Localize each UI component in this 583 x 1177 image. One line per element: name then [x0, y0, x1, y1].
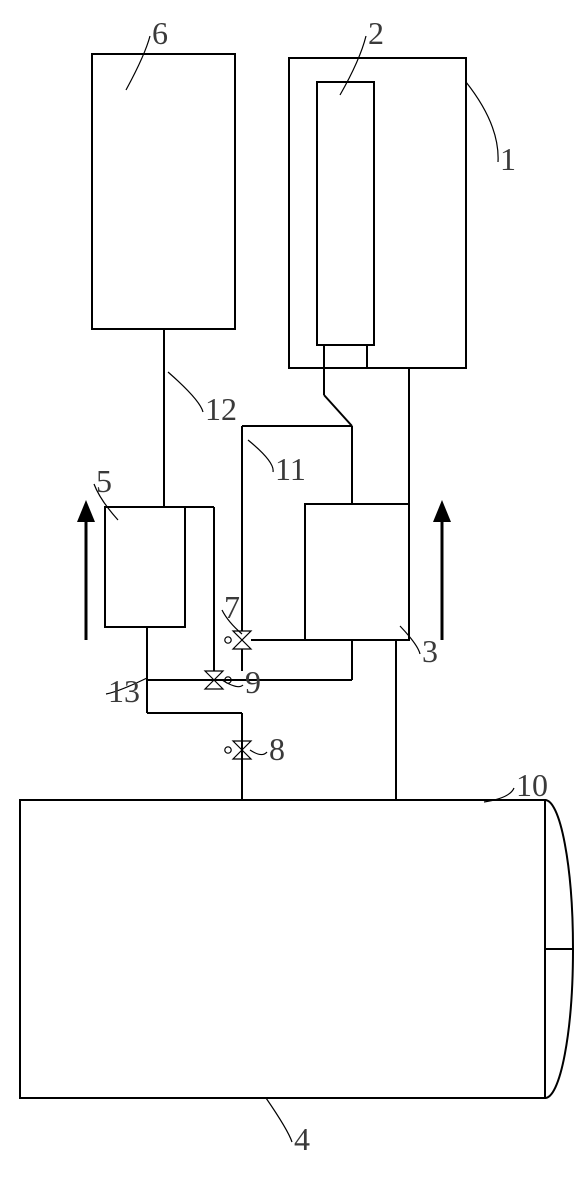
- box-1: [289, 58, 466, 368]
- lbl1: 1: [500, 141, 516, 177]
- leader-lbl12: [168, 372, 203, 412]
- pipe-l_b2_diag: [324, 395, 352, 426]
- valve-8-handle: [225, 747, 231, 753]
- leader-lbl11: [248, 440, 273, 472]
- lbl5: 5: [96, 463, 112, 499]
- box-4-body: [20, 800, 545, 1098]
- leader-lbl8: [250, 750, 267, 755]
- lbl13: 13: [108, 673, 140, 709]
- valve-7-handle: [225, 637, 231, 643]
- lbl10: 10: [516, 767, 548, 803]
- leader-lbl4: [266, 1098, 292, 1142]
- lbl2: 2: [368, 15, 384, 51]
- leader-lbl6: [126, 36, 150, 90]
- box-2: [317, 82, 374, 345]
- box-6: [92, 54, 235, 329]
- lbl9: 9: [245, 664, 261, 700]
- leader-lbl1: [466, 82, 498, 162]
- box-5: [105, 507, 185, 627]
- flow-arrow-right-head: [433, 500, 451, 522]
- leader-lbl2: [340, 36, 366, 95]
- lbl12: 12: [205, 391, 237, 427]
- box-3: [305, 504, 409, 640]
- lbl8: 8: [269, 731, 285, 767]
- lbl7: 7: [224, 589, 240, 625]
- lbl3: 3: [422, 633, 438, 669]
- lbl4: 4: [294, 1121, 310, 1157]
- lbl6: 6: [152, 15, 168, 51]
- lbl11: 11: [275, 451, 306, 487]
- flow-arrow-left-head: [77, 500, 95, 522]
